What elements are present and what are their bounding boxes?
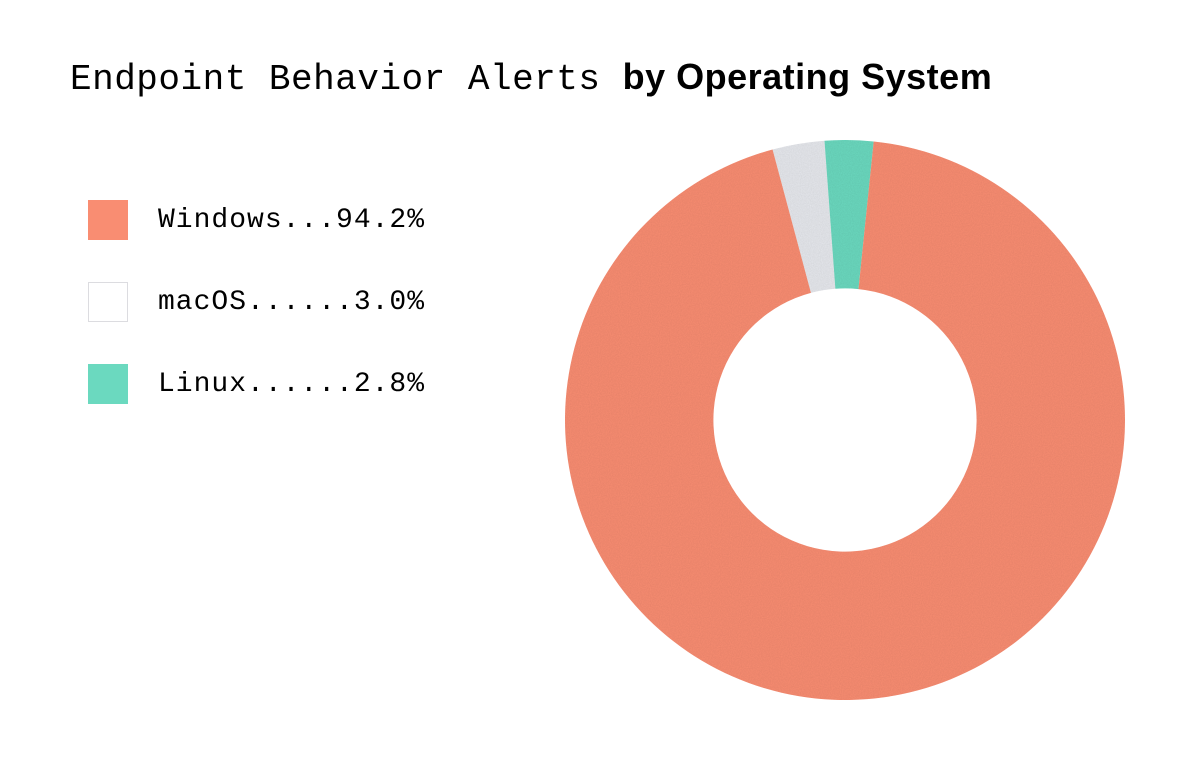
donut-svg: [565, 140, 1125, 700]
legend-item-windows: Windows...94.2%: [88, 200, 530, 240]
legend-label-windows: Windows...94.2%: [158, 205, 425, 236]
legend-swatch-linux: [88, 364, 128, 404]
chart-title: Endpoint Behavior Alerts by Operating Sy…: [70, 56, 1130, 100]
legend-swatch-windows: [88, 200, 128, 240]
donut-slices: [565, 140, 1125, 700]
legend-label-macos: macOS......3.0%: [158, 287, 425, 318]
title-part-2: by Operating System: [623, 56, 993, 97]
donut-chart: [565, 140, 1125, 700]
legend-label-linux: Linux......2.8%: [158, 369, 425, 400]
legend-item-macos: macOS......3.0%: [88, 282, 530, 322]
legend-swatch-macos: [88, 282, 128, 322]
legend: Windows...94.2% macOS......3.0% Linux...…: [70, 200, 530, 404]
chart-container: Endpoint Behavior Alerts by Operating Sy…: [0, 0, 1200, 780]
donut-texture: [565, 140, 1125, 700]
title-part-1: Endpoint Behavior Alerts: [70, 59, 623, 100]
legend-item-linux: Linux......2.8%: [88, 364, 530, 404]
